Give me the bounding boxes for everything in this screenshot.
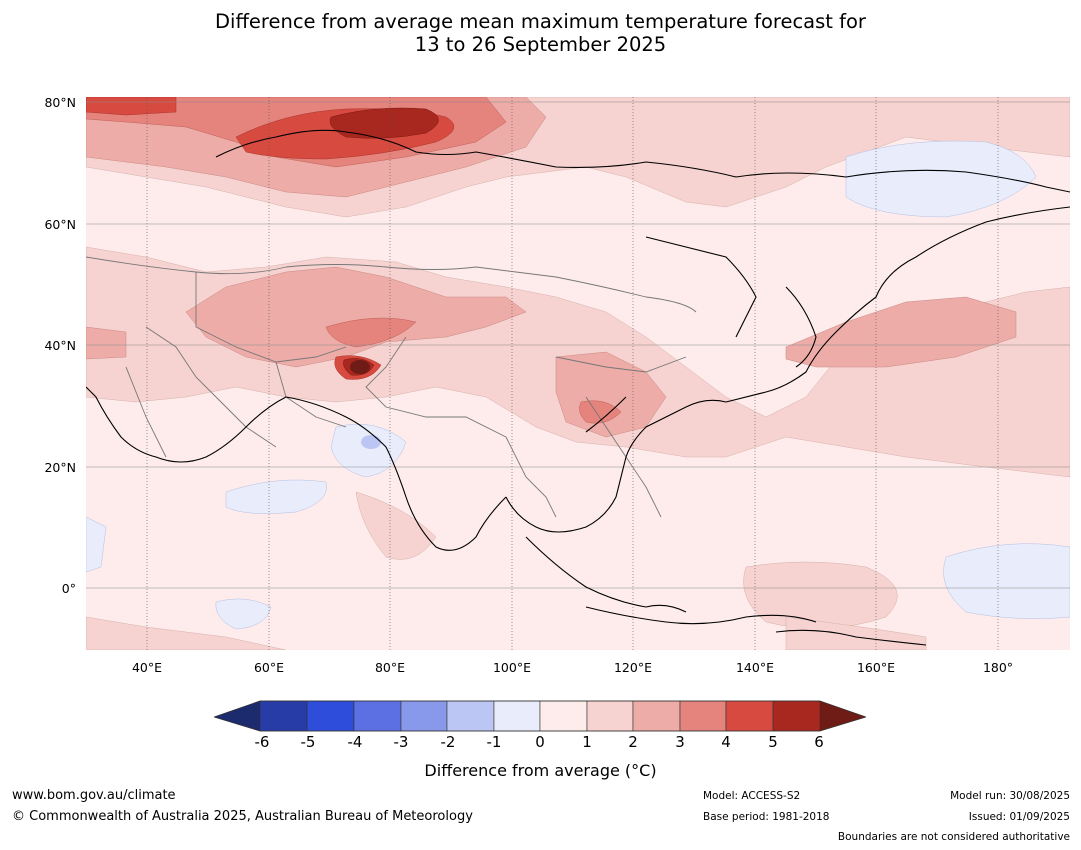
footer-disclaimer: Boundaries are not considered authoritat… (837, 831, 1070, 843)
lon-label-120e: 120°E (613, 660, 652, 675)
anomaly-band-minus-1-0 (86, 140, 1070, 630)
lon-label-140e: 140°E (735, 660, 774, 675)
colorbar-cell (259, 700, 308, 732)
colorbar-tick: 1 (582, 733, 592, 751)
coastlines (86, 129, 1070, 646)
map-title: Difference from average mean maximum tem… (0, 10, 1081, 56)
lat-label-0: 0° (61, 581, 76, 596)
parallel-gridlines (86, 101, 1070, 589)
colorbar-label: Difference from average (°C) (424, 761, 657, 780)
country-boundaries (86, 256, 697, 518)
colorbar-cell (725, 700, 774, 732)
colorbar-cell (539, 700, 588, 732)
temperature-anomaly-map (86, 97, 1070, 650)
lon-label-80e: 80°E (374, 660, 406, 675)
colorbar-tick: 3 (675, 733, 685, 751)
colorbar-tick: 2 (628, 733, 638, 751)
footer-model: Model: ACCESS-S2 (703, 790, 801, 802)
lon-label-160e: 160°E (856, 660, 895, 675)
colorbar-cell (400, 700, 448, 732)
footer-model-run: Model run: 30/08/2025 (950, 790, 1070, 802)
footer-base-period: Base period: 1981-2018 (703, 811, 830, 823)
footer-copyright: © Commonwealth of Australia 2025, Austra… (12, 809, 473, 824)
lat-label-40n: 40°N (44, 338, 76, 353)
colorbar-cell (493, 700, 541, 732)
map-canvas (86, 97, 1070, 650)
colorbar-tick: 0 (535, 733, 545, 751)
colorbar-tick: -2 (440, 733, 456, 751)
colorbar-cell (586, 700, 634, 732)
lon-label-40e: 40°E (131, 660, 163, 675)
lon-label-60e: 60°E (253, 660, 285, 675)
lat-label-60n: 60°N (44, 217, 76, 232)
colorbar-tick: -1 (486, 733, 502, 751)
colorbar-tick: -5 (300, 733, 316, 751)
lat-label-20n: 20°N (44, 460, 76, 475)
anomaly-band-minus-2-1 (361, 435, 381, 449)
colorbar-tick: 4 (721, 733, 731, 751)
colorbar-tick: -3 (393, 733, 409, 751)
colorbar-tick: -4 (347, 733, 363, 751)
colorbar-high-arrow (820, 701, 866, 731)
anomaly-band-above-6 (350, 360, 370, 374)
lat-label-80n: 80°N (44, 95, 76, 110)
colorbar-cell (446, 700, 495, 732)
colorbar-cell (306, 700, 355, 732)
colorbar-tick: 5 (768, 733, 778, 751)
colorbar-tick: 6 (814, 733, 824, 751)
colorbar-cell (353, 700, 402, 732)
colorbar-cell (772, 700, 821, 732)
footer-url[interactable]: www.bom.gov.au/climate (12, 788, 176, 803)
lon-label-100e: 100°E (492, 660, 531, 675)
title-line-2: 13 to 26 September 2025 (414, 33, 667, 56)
meridian-gridlines (146, 97, 999, 650)
colorbar-tick: -6 (254, 733, 270, 751)
lon-label-180: 180° (982, 660, 1014, 675)
footer-issued: Issued: 01/09/2025 (968, 811, 1070, 823)
colorbar (212, 700, 868, 734)
colorbar-low-arrow (214, 701, 260, 731)
colorbar-cell (679, 700, 727, 732)
colorbar-cell (632, 700, 681, 732)
title-line-1: Difference from average mean maximum tem… (215, 10, 866, 33)
colorbar-svg (212, 700, 868, 732)
